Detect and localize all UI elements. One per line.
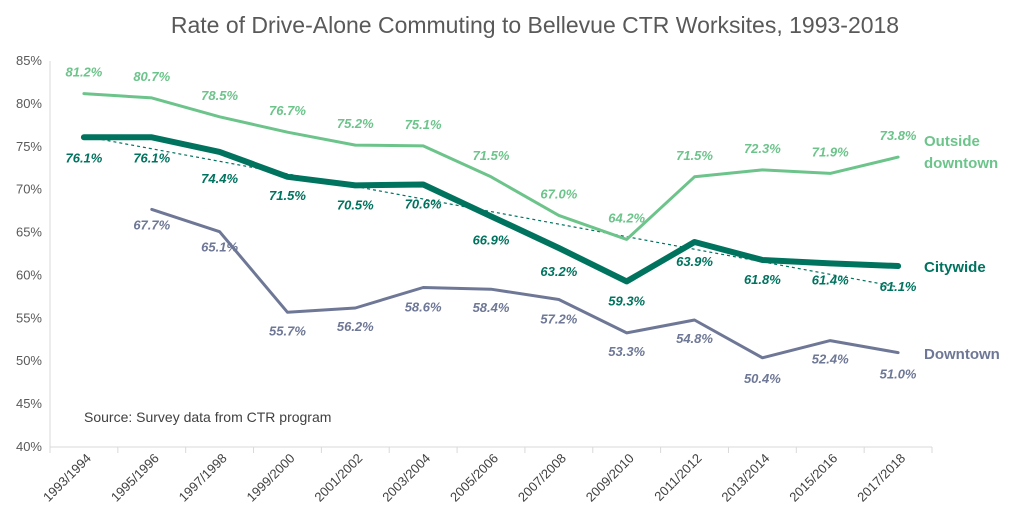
data-label: 53.3% [608, 344, 645, 359]
y-tick-label: 45% [16, 396, 42, 411]
data-label: 71.5% [269, 188, 306, 203]
source-note: Source: Survey data from CTR program [84, 409, 331, 425]
data-label: 52.4% [812, 352, 849, 367]
data-label: 76.7% [269, 103, 306, 118]
data-label: 63.2% [540, 264, 577, 279]
line-chart: Rate of Drive-Alone Commuting to Bellevu… [0, 0, 1024, 530]
data-label: 58.4% [473, 300, 510, 315]
x-tick-label: 2015/2016 [786, 451, 840, 505]
data-label: 80.7% [133, 69, 170, 84]
data-label: 71.5% [473, 148, 510, 163]
series-label-outside-line1: Outside [924, 133, 980, 150]
series-lines [84, 94, 898, 358]
data-label: 59.3% [608, 293, 645, 308]
x-tick-label: 2017/2018 [854, 451, 908, 505]
data-label: 81.2% [65, 65, 102, 80]
x-tick-label: 2013/2014 [718, 451, 772, 505]
data-label: 73.8% [880, 128, 917, 143]
data-label: 61.8% [744, 272, 781, 287]
data-label: 65.1% [201, 240, 238, 255]
y-tick-label: 65% [16, 225, 42, 240]
y-tick-label: 40% [16, 439, 42, 454]
x-tick-label: 2005/2006 [447, 451, 501, 505]
x-tick-label: 2001/2002 [311, 451, 365, 505]
data-label: 50.4% [744, 371, 781, 386]
y-tick-label: 70% [16, 182, 42, 197]
data-label: 64.2% [608, 210, 645, 225]
x-tick-label: 1993/1994 [40, 451, 94, 505]
data-label: 70.6% [405, 197, 442, 212]
data-label: 67.7% [133, 217, 170, 232]
data-labels: 81.2% 80.7% 78.5% 76.7% 75.2% 75.1% 71.5% 67.0%… [65, 65, 916, 386]
data-label: 57.2% [540, 311, 577, 326]
data-label: 74.4% [201, 171, 238, 186]
data-label: 71.9% [812, 144, 849, 159]
data-label: 61.1% [880, 279, 917, 294]
y-tick-label: 50% [16, 353, 42, 368]
data-label: 75.2% [337, 116, 374, 131]
data-label: 70.5% [337, 197, 374, 212]
x-tick-label: 2003/2004 [379, 451, 433, 505]
data-label: 61.4% [812, 272, 849, 287]
x-tick-label: 2009/2010 [583, 451, 637, 505]
data-label: 66.9% [473, 232, 510, 247]
data-label: 63.9% [676, 254, 713, 269]
y-tick-label: 75% [16, 139, 42, 154]
x-axis: 1993/1994 1995/1996 1997/1998 1999/2000 2001… [40, 447, 932, 505]
y-tick-label: 85% [16, 53, 42, 68]
x-tick-label: 1995/1996 [108, 451, 162, 505]
series-label-outside-line2: downtown [924, 155, 998, 172]
y-axis: 40% 45% 50% 55% 60% 65% 70% 75% 80% 85% [16, 53, 50, 454]
data-label: 78.5% [201, 88, 238, 103]
series-label-citywide: Citywide [924, 259, 986, 276]
x-tick-label: 1997/1998 [176, 451, 230, 505]
y-tick-label: 55% [16, 310, 42, 325]
data-label: 71.5% [676, 148, 713, 163]
y-tick-label: 80% [16, 96, 42, 111]
series-name-labels: Outside downtown Citywide Downtown [924, 133, 1000, 363]
data-label: 54.8% [676, 331, 713, 346]
data-label: 76.1% [133, 150, 170, 165]
chart-title: Rate of Drive-Alone Commuting to Bellevu… [171, 12, 899, 38]
data-label: 75.1% [405, 117, 442, 132]
data-label: 55.7% [269, 323, 306, 338]
x-tick-label: 2011/2012 [651, 451, 704, 504]
y-tick-label: 60% [16, 267, 42, 282]
data-label: 51.0% [880, 367, 917, 382]
data-label: 67.0% [540, 186, 577, 201]
data-label: 58.6% [405, 299, 442, 314]
series-label-downtown: Downtown [924, 346, 1000, 363]
data-label: 76.1% [65, 150, 102, 165]
data-label: 72.3% [744, 141, 781, 156]
data-label: 56.2% [337, 319, 374, 334]
x-tick-label: 2007/2008 [515, 451, 569, 505]
x-tick-label: 1999/2000 [244, 451, 298, 505]
